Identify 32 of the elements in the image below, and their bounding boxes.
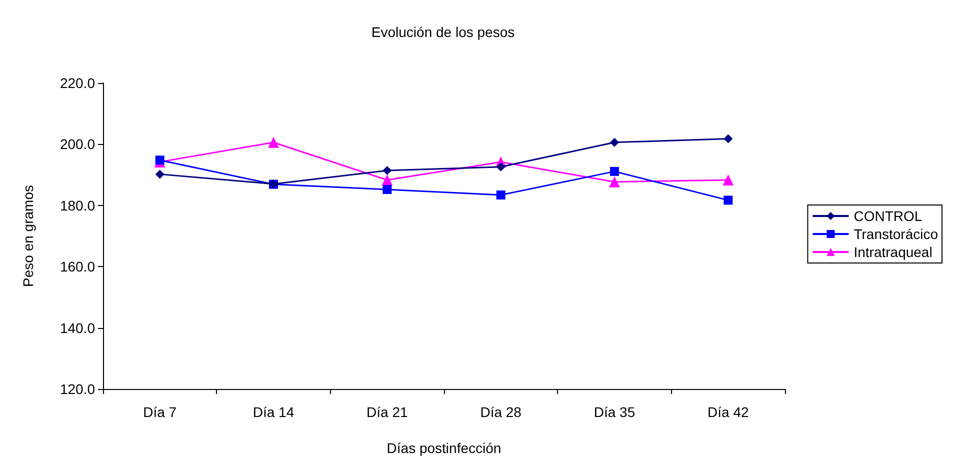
x-tick-label: Día 35 <box>594 404 636 420</box>
point <box>268 136 279 148</box>
legend-label: CONTROL <box>854 208 922 224</box>
x-tick-label: Día 42 <box>708 404 750 420</box>
y-tick-label: 200.0 <box>60 136 96 152</box>
chart-title: Evolución de los pesos <box>371 24 515 40</box>
point <box>382 166 392 176</box>
y-tick-label: 160.0 <box>60 258 96 275</box>
point <box>382 174 393 186</box>
x-tick-label: Día 7 <box>143 404 177 420</box>
point <box>496 162 506 172</box>
point <box>496 190 506 200</box>
y-tick-label: 120.0 <box>60 381 96 397</box>
point <box>609 176 620 188</box>
x-tick-label: Día 14 <box>252 404 294 420</box>
point <box>722 174 734 186</box>
point <box>155 170 164 179</box>
point <box>610 138 619 147</box>
point <box>724 196 733 205</box>
point <box>610 166 619 176</box>
x-tick-label: Día 28 <box>480 404 522 420</box>
x-axis-title: Días postinfección <box>386 440 502 456</box>
y-tick-label: 220.0 <box>60 75 96 91</box>
point <box>724 134 733 144</box>
point <box>382 184 392 194</box>
legend-label: Intratraqueal <box>854 244 932 260</box>
point <box>155 156 164 165</box>
y-tick-label: 140.0 <box>60 320 96 336</box>
y-axis-title: Peso en gramos <box>20 185 36 287</box>
x-tick-label: Día 21 <box>366 404 408 420</box>
y-tick-label: 180.0 <box>60 197 96 214</box>
legend-label: Transtorácico <box>854 226 938 242</box>
